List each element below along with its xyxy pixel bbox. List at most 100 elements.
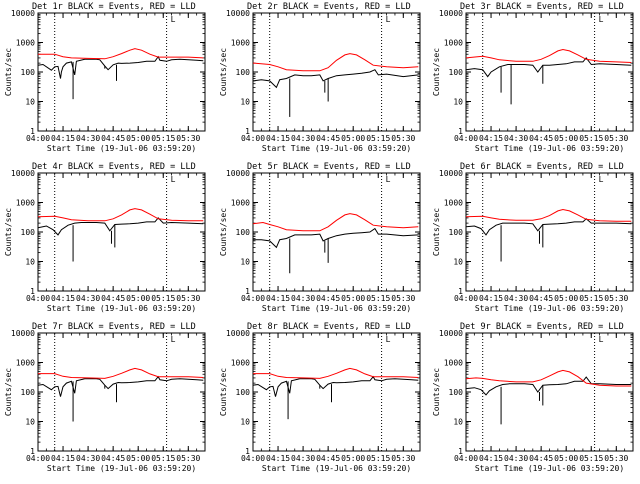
y-tick-label: 10 xyxy=(453,258,463,267)
marker-label: L xyxy=(599,175,604,184)
lld-series-line xyxy=(465,48,632,63)
panel-title: Det 2r BLACK = Events, RED = LLD xyxy=(247,2,411,12)
x-tick-label: 04:00 xyxy=(241,134,265,143)
plot-frame xyxy=(252,332,421,452)
x-tick-label: 05:15 xyxy=(366,294,390,303)
y-tick-label: 10 xyxy=(240,258,250,267)
panel-title: Det 8r BLACK = Events, RED = LLD xyxy=(247,322,411,332)
x-tick-label: 04:45 xyxy=(101,454,125,463)
x-tick-label: 04:00 xyxy=(241,454,265,463)
x-tick-label: 05:00 xyxy=(341,134,365,143)
y-tick-label: 10000 xyxy=(11,169,35,178)
x-tick-label: 05:15 xyxy=(579,294,603,303)
x-tick-label: 05:15 xyxy=(151,134,175,143)
y-tick-label: 1000 xyxy=(444,199,463,208)
x-tick-label: 05:00 xyxy=(126,454,150,463)
y-tick-label: 100 xyxy=(449,228,464,237)
lld-series-line xyxy=(38,48,204,60)
y-tick-label: 1 xyxy=(458,287,463,296)
x-tick-label: 05:00 xyxy=(126,294,150,303)
x-tick-label: 04:00 xyxy=(26,134,50,143)
y-axis-label: Counts/sec xyxy=(219,48,228,96)
x-tick-label: 04:30 xyxy=(504,134,528,143)
x-tick-label: 05:15 xyxy=(151,454,175,463)
marker-label: L xyxy=(599,335,604,344)
x-tick-label: 04:30 xyxy=(504,454,528,463)
y-tick-label: 10 xyxy=(25,418,35,427)
plot-frame xyxy=(37,332,206,452)
panel-title: Det 5r BLACK = Events, RED = LLD xyxy=(247,162,411,172)
lld-series-line xyxy=(465,208,632,222)
x-tick-label: 04:00 xyxy=(26,454,50,463)
x-tick-label: 05:30 xyxy=(604,294,628,303)
x-axis-label: Start Time (19-Jul-06 03:59:20) xyxy=(475,144,624,153)
y-tick-label: 100 xyxy=(21,68,36,77)
y-tick-label: 100 xyxy=(449,68,464,77)
panel-det-4: Det 4r BLACK = Events, RED = LLD 1 10 100 10… xyxy=(4,162,206,313)
y-tick-label: 1 xyxy=(30,287,35,296)
x-tick-label: 04:30 xyxy=(504,294,528,303)
x-tick-label: 05:30 xyxy=(604,454,628,463)
y-axis-label: Counts/sec xyxy=(432,368,441,416)
y-tick-label: 10000 xyxy=(226,9,250,18)
events-series-line xyxy=(253,227,419,249)
x-tick-label: 05:30 xyxy=(176,134,200,143)
plot-frame xyxy=(37,12,206,132)
y-tick-label: 10 xyxy=(25,258,35,267)
y-tick-label: 1000 xyxy=(16,359,35,368)
x-tick-label: 05:00 xyxy=(126,134,150,143)
y-tick-label: 100 xyxy=(21,228,36,237)
panel-det-9: Det 9r BLACK = Events, RED = LLD 1 10 100 10… xyxy=(432,322,634,473)
x-axis-label: Start Time (19-Jul-06 03:59:20) xyxy=(47,304,196,313)
marker-label: L xyxy=(386,175,391,184)
x-axis-label: Start Time (19-Jul-06 03:59:20) xyxy=(47,144,196,153)
lld-series-line xyxy=(252,53,419,72)
y-tick-label: 10000 xyxy=(439,169,463,178)
x-tick-label: 04:15 xyxy=(479,454,503,463)
y-axis-label: Counts/sec xyxy=(432,208,441,256)
y-tick-label: 10000 xyxy=(439,9,463,18)
panel-title: Det 7r BLACK = Events, RED = LLD xyxy=(32,322,196,332)
x-tick-label: 04:45 xyxy=(101,134,125,143)
y-tick-label: 100 xyxy=(236,228,251,237)
y-tick-label: 10000 xyxy=(439,329,463,338)
x-tick-label: 04:45 xyxy=(316,294,340,303)
panel-det-3: Det 3r BLACK = Events, RED = LLD 1 10 100 10… xyxy=(432,2,634,153)
panel-title: Det 1r BLACK = Events, RED = LLD xyxy=(32,2,196,12)
x-tick-label: 05:30 xyxy=(391,454,415,463)
x-tick-label: 04:45 xyxy=(529,134,553,143)
x-tick-label: 05:00 xyxy=(554,134,578,143)
y-tick-label: 1 xyxy=(245,127,250,136)
x-tick-label: 05:30 xyxy=(176,454,200,463)
x-tick-label: 05:15 xyxy=(579,134,603,143)
panel-title: Det 3r BLACK = Events, RED = LLD xyxy=(460,2,624,12)
events-series-line xyxy=(37,217,204,236)
x-tick-label: 04:45 xyxy=(316,134,340,143)
marker-label: L xyxy=(599,15,604,24)
y-tick-label: 100 xyxy=(236,388,251,397)
y-tick-label: 10 xyxy=(240,418,250,427)
x-tick-label: 04:00 xyxy=(454,134,478,143)
x-tick-label: 04:45 xyxy=(316,454,340,463)
y-tick-label: 1000 xyxy=(16,199,35,208)
y-tick-label: 1 xyxy=(458,447,463,456)
y-tick-label: 1000 xyxy=(231,199,250,208)
y-tick-label: 10 xyxy=(25,98,35,107)
y-tick-label: 100 xyxy=(449,388,464,397)
x-tick-label: 04:45 xyxy=(529,454,553,463)
marker-label: L xyxy=(171,15,176,24)
events-series-line xyxy=(37,55,204,79)
y-tick-label: 1000 xyxy=(444,39,463,48)
y-axis-label: Counts/sec xyxy=(432,48,441,96)
panel-det-8: Det 8r BLACK = Events, RED = LLD 1 10 100 10… xyxy=(219,322,421,473)
events-series-line xyxy=(37,375,204,397)
x-tick-label: 04:30 xyxy=(76,454,100,463)
x-tick-label: 04:15 xyxy=(51,294,75,303)
x-tick-label: 04:30 xyxy=(76,294,100,303)
x-tick-label: 05:15 xyxy=(366,454,390,463)
y-tick-label: 1 xyxy=(30,447,35,456)
y-tick-label: 1000 xyxy=(231,39,250,48)
x-tick-label: 05:00 xyxy=(554,454,578,463)
x-tick-label: 05:30 xyxy=(604,134,628,143)
